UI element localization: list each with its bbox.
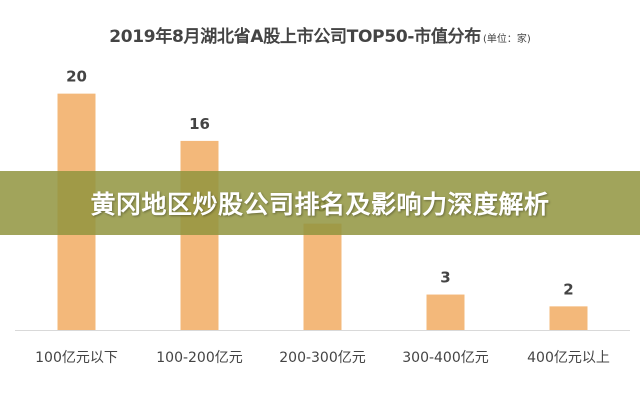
data-label: 3	[440, 269, 450, 287]
x-tick-label: 100亿元以下	[35, 350, 118, 366]
chart-title-main: 2019年8月湖北省A股上市公司TOP50-市值分布	[109, 27, 481, 47]
bar	[549, 306, 588, 330]
x-tick-label: 400亿元以上	[527, 350, 610, 366]
data-label: 20	[66, 68, 87, 86]
banner-text: 黄冈地区炒股公司排名及影响力深度解析	[90, 190, 550, 219]
x-tick-label: 300-400亿元	[402, 350, 489, 366]
data-label: 16	[189, 115, 210, 133]
overlay-banner: 黄冈地区炒股公司排名及影响力深度解析	[0, 171, 640, 235]
chart-title: 2019年8月湖北省A股上市公司TOP50-市值分布 (单位：家)	[0, 22, 640, 47]
chart-unit-note: (单位：家)	[482, 34, 531, 45]
bar	[303, 223, 342, 330]
bar	[426, 294, 465, 330]
x-tick-label: 200-300亿元	[279, 350, 366, 366]
x-tick-label: 100-200亿元	[156, 350, 243, 366]
bar	[180, 140, 219, 330]
data-label: 2	[563, 280, 573, 298]
